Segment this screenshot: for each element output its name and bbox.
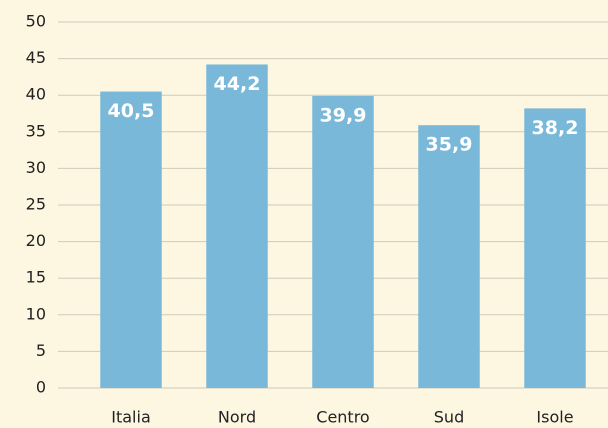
y-tick-label: 15 bbox=[26, 268, 46, 287]
bar bbox=[100, 91, 162, 388]
y-tick-label: 50 bbox=[26, 12, 46, 31]
bar bbox=[312, 95, 374, 388]
value-label: 40,5 bbox=[108, 100, 155, 122]
y-tick-label: 5 bbox=[36, 341, 46, 360]
x-tick-label: Italia bbox=[111, 408, 151, 427]
x-tick-label: Isole bbox=[536, 408, 573, 427]
bar bbox=[418, 125, 480, 388]
value-label: 39,9 bbox=[320, 104, 367, 126]
value-label: 44,2 bbox=[214, 73, 261, 95]
x-tick-label: Centro bbox=[316, 408, 369, 427]
x-tick-label: Sud bbox=[434, 408, 464, 427]
y-tick-label: 25 bbox=[26, 195, 46, 214]
y-tick-label: 45 bbox=[26, 48, 46, 67]
x-tick-label: Nord bbox=[218, 408, 256, 427]
y-tick-label: 35 bbox=[26, 121, 46, 140]
y-tick-label: 0 bbox=[36, 378, 46, 397]
value-label: 38,2 bbox=[532, 117, 579, 139]
y-tick-label: 40 bbox=[26, 85, 46, 104]
bar bbox=[524, 108, 586, 388]
y-tick-label: 20 bbox=[26, 231, 46, 250]
y-tick-label: 10 bbox=[26, 304, 46, 323]
bar bbox=[206, 64, 268, 389]
y-tick-label: 30 bbox=[26, 158, 46, 177]
value-label: 35,9 bbox=[426, 134, 473, 156]
